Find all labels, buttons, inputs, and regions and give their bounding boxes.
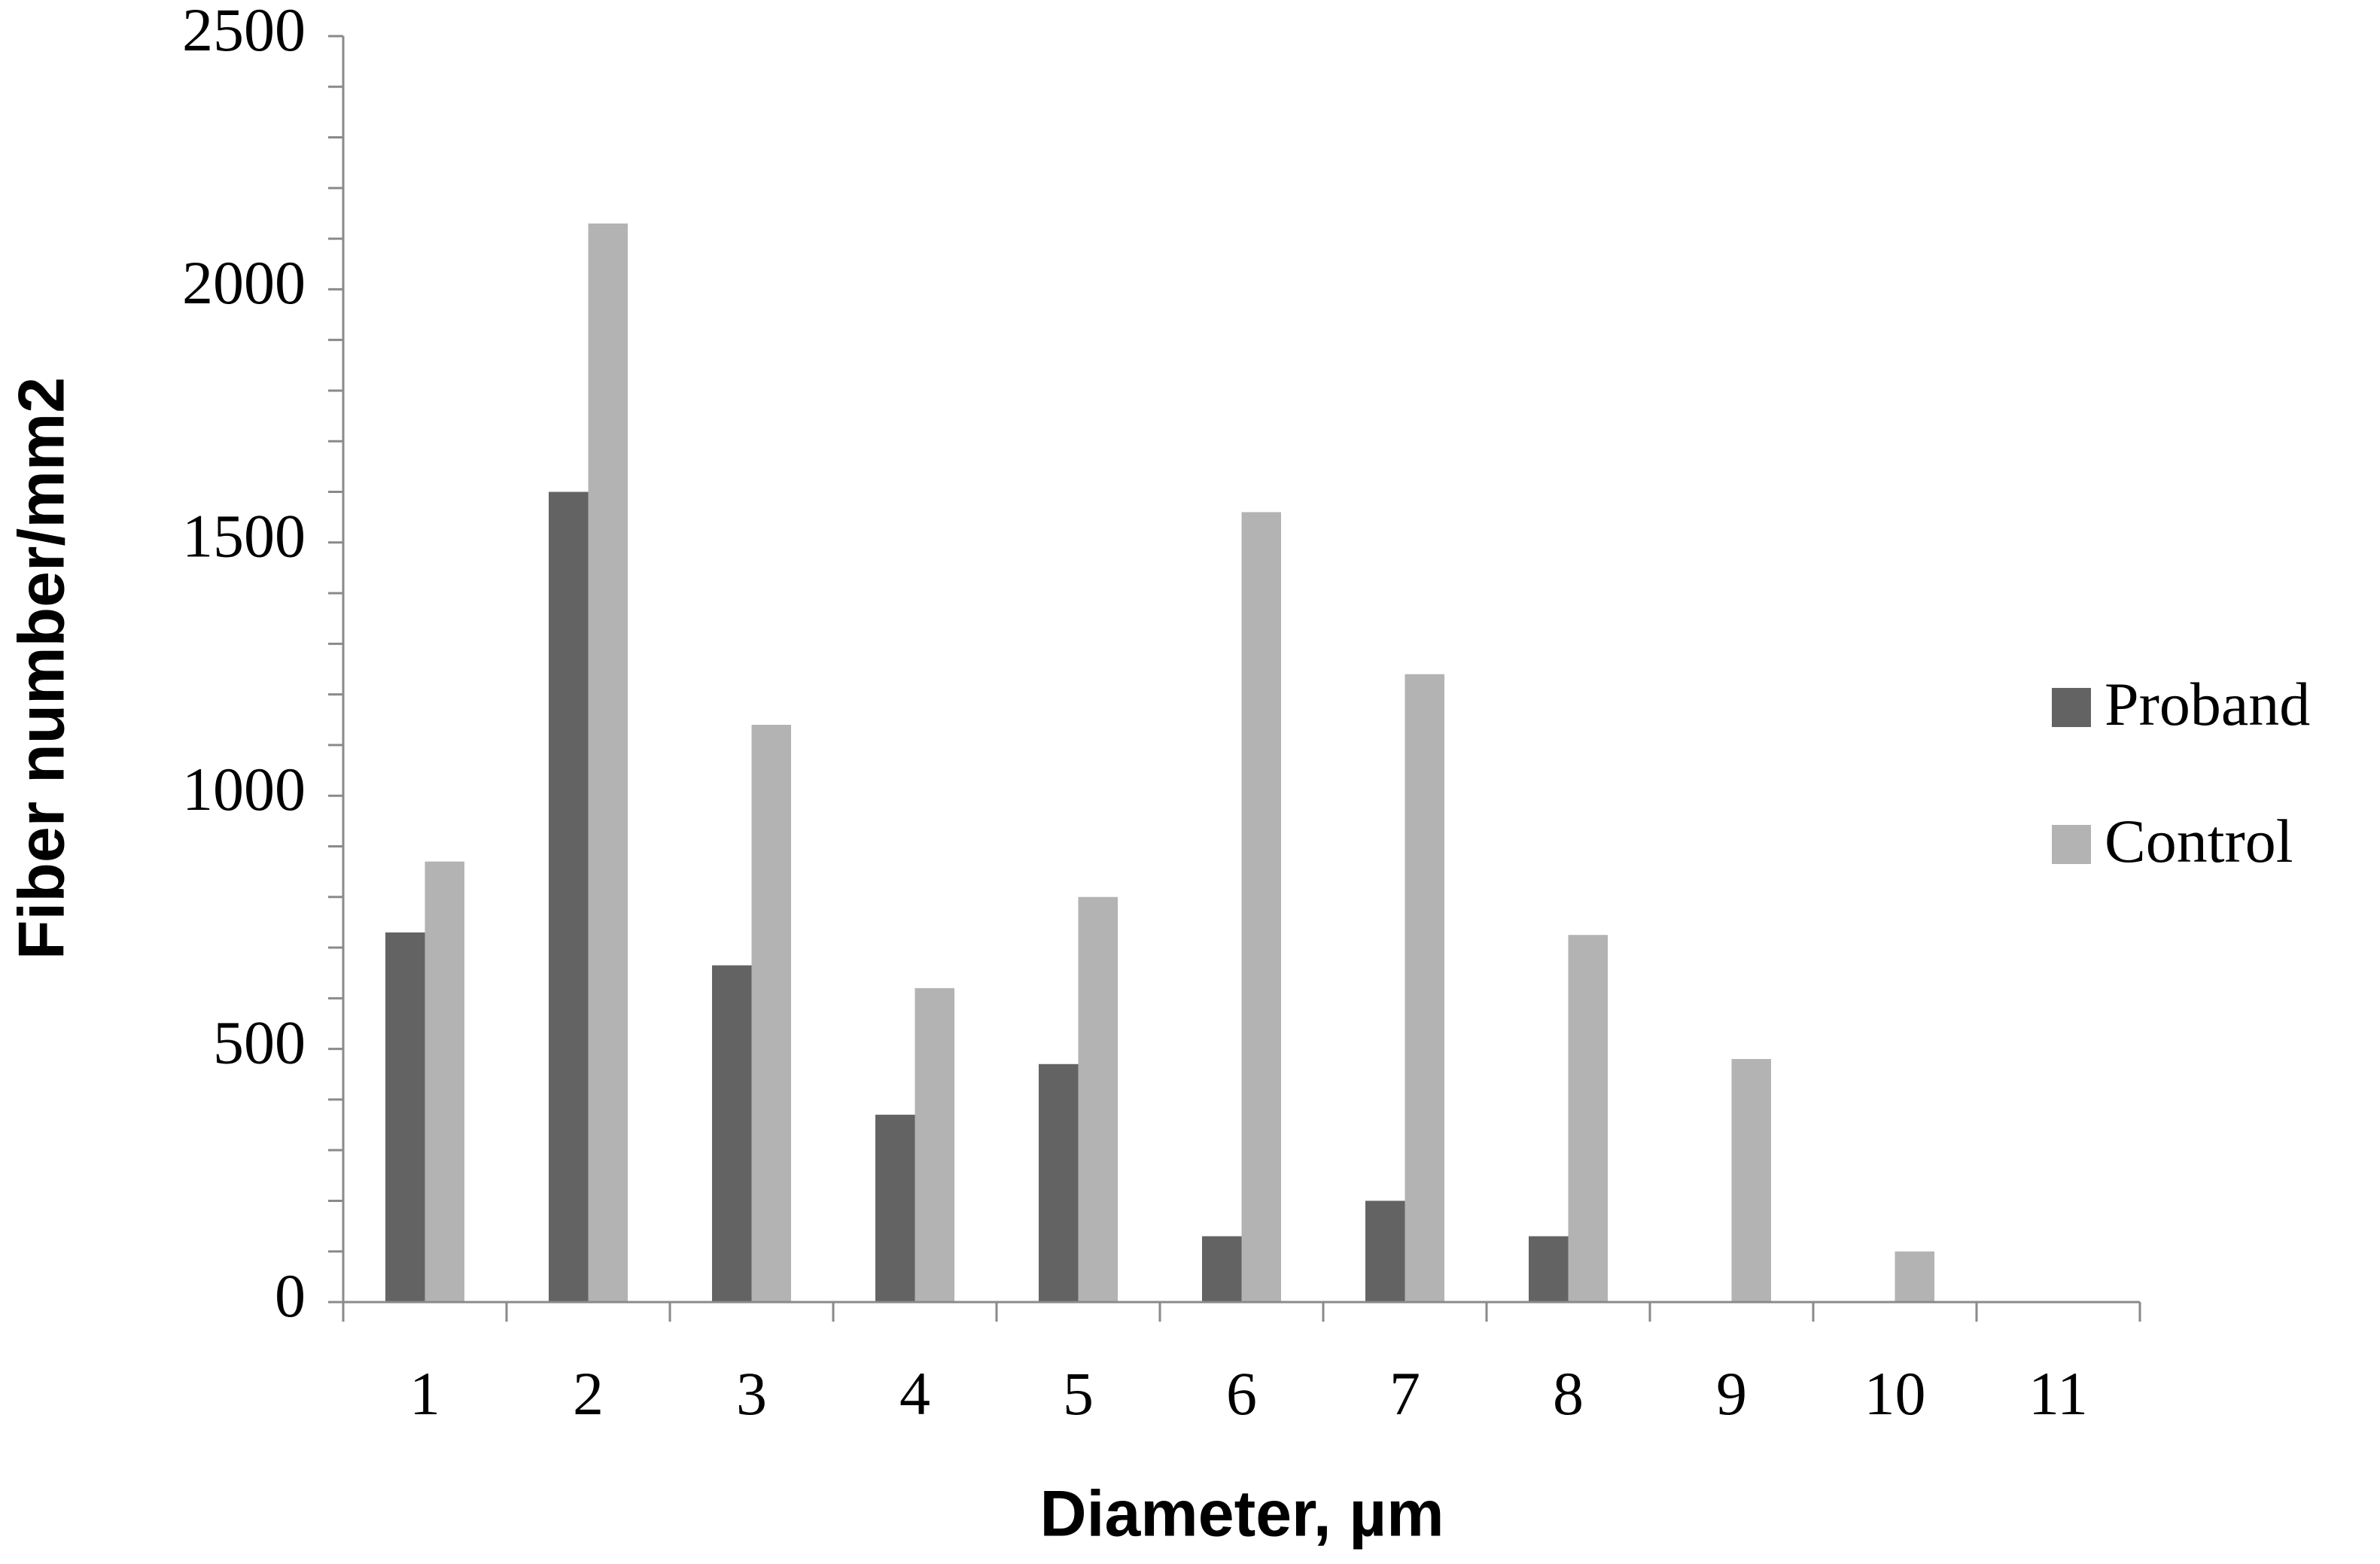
bar — [1241, 512, 1282, 1302]
y-tick-label: 1500 — [182, 502, 306, 571]
bar — [548, 491, 589, 1302]
x-tick-label: 6 — [1226, 1359, 1257, 1428]
bar — [588, 223, 628, 1302]
x-tick-label: 2 — [573, 1359, 604, 1428]
y-tick-label: 2000 — [182, 248, 306, 317]
bar — [1038, 1063, 1079, 1302]
legend-swatch — [2052, 688, 2091, 727]
bar — [385, 932, 425, 1302]
bar — [1365, 1200, 1405, 1302]
y-axis-title: Fiber number/mm2 — [6, 377, 78, 960]
x-tick-label: 7 — [1389, 1359, 1420, 1428]
bar — [1405, 674, 1445, 1302]
x-tick-label: 10 — [1864, 1359, 1926, 1428]
y-tick-label: 1000 — [182, 755, 306, 823]
y-tick-label: 500 — [213, 1008, 306, 1076]
x-axis-title: Diameter, µm — [1039, 1478, 1444, 1550]
bar — [1078, 896, 1118, 1302]
legend-label: Control — [2105, 807, 2293, 875]
bar — [1895, 1251, 1935, 1302]
x-tick-label: 11 — [2028, 1359, 2088, 1428]
bar — [915, 987, 955, 1302]
y-tick-label: 2500 — [182, 0, 306, 64]
legend-label: Proband — [2105, 670, 2310, 738]
x-tick-label: 8 — [1553, 1359, 1584, 1428]
x-tick-label: 5 — [1063, 1359, 1094, 1428]
bar — [1731, 1059, 1772, 1302]
x-tick-label: 3 — [736, 1359, 767, 1428]
legend-swatch — [2052, 825, 2091, 864]
x-tick-label: 4 — [899, 1359, 930, 1428]
bar — [751, 725, 792, 1302]
bar — [1568, 935, 1608, 1302]
bar — [711, 965, 752, 1302]
bar — [875, 1115, 915, 1302]
x-tick-label: 1 — [409, 1359, 440, 1428]
y-tick-label: 0 — [275, 1261, 306, 1330]
x-tick-label: 9 — [1716, 1359, 1747, 1428]
bar — [1528, 1236, 1569, 1302]
bar — [1201, 1236, 1242, 1302]
bar — [425, 861, 465, 1302]
